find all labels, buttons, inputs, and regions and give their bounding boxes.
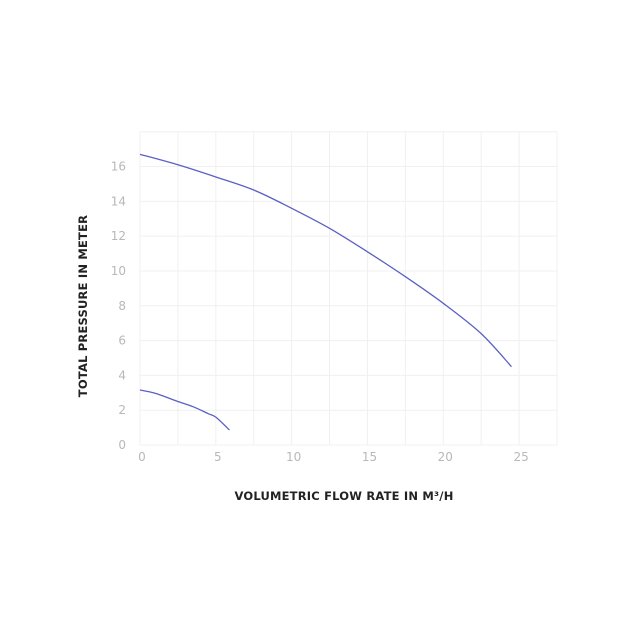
series-lines bbox=[139, 153, 512, 431]
series-line-2 bbox=[139, 389, 230, 431]
x-tick-labels: 0 5 10 15 20 25 bbox=[138, 450, 529, 464]
x-axis-label: VOLUMETRIC FLOW RATE IN M³/H bbox=[234, 489, 453, 503]
y-tick-labels: 0 2 4 6 8 10 12 14 16 bbox=[111, 160, 126, 452]
grid bbox=[139, 131, 558, 446]
x-tick-label: 10 bbox=[286, 450, 301, 464]
y-tick-label: 4 bbox=[118, 368, 126, 382]
series-line-1 bbox=[139, 153, 512, 368]
y-axis-label: TOTAL PRESSURE IN METER bbox=[76, 215, 90, 397]
y-tick-label: 12 bbox=[111, 229, 126, 243]
x-tick-label: 25 bbox=[513, 450, 528, 464]
y-tick-label: 16 bbox=[111, 160, 126, 174]
x-tick-label: 5 bbox=[214, 450, 222, 464]
x-tick-label: 15 bbox=[362, 450, 377, 464]
y-tick-label: 0 bbox=[118, 438, 126, 452]
y-tick-label: 8 bbox=[118, 299, 126, 313]
y-tick-label: 14 bbox=[111, 194, 126, 208]
y-tick-label: 6 bbox=[118, 334, 126, 348]
x-tick-label: 20 bbox=[438, 450, 453, 464]
y-tick-label: 2 bbox=[118, 403, 126, 417]
x-tick-label: 0 bbox=[138, 450, 146, 464]
y-tick-label: 10 bbox=[111, 264, 126, 278]
